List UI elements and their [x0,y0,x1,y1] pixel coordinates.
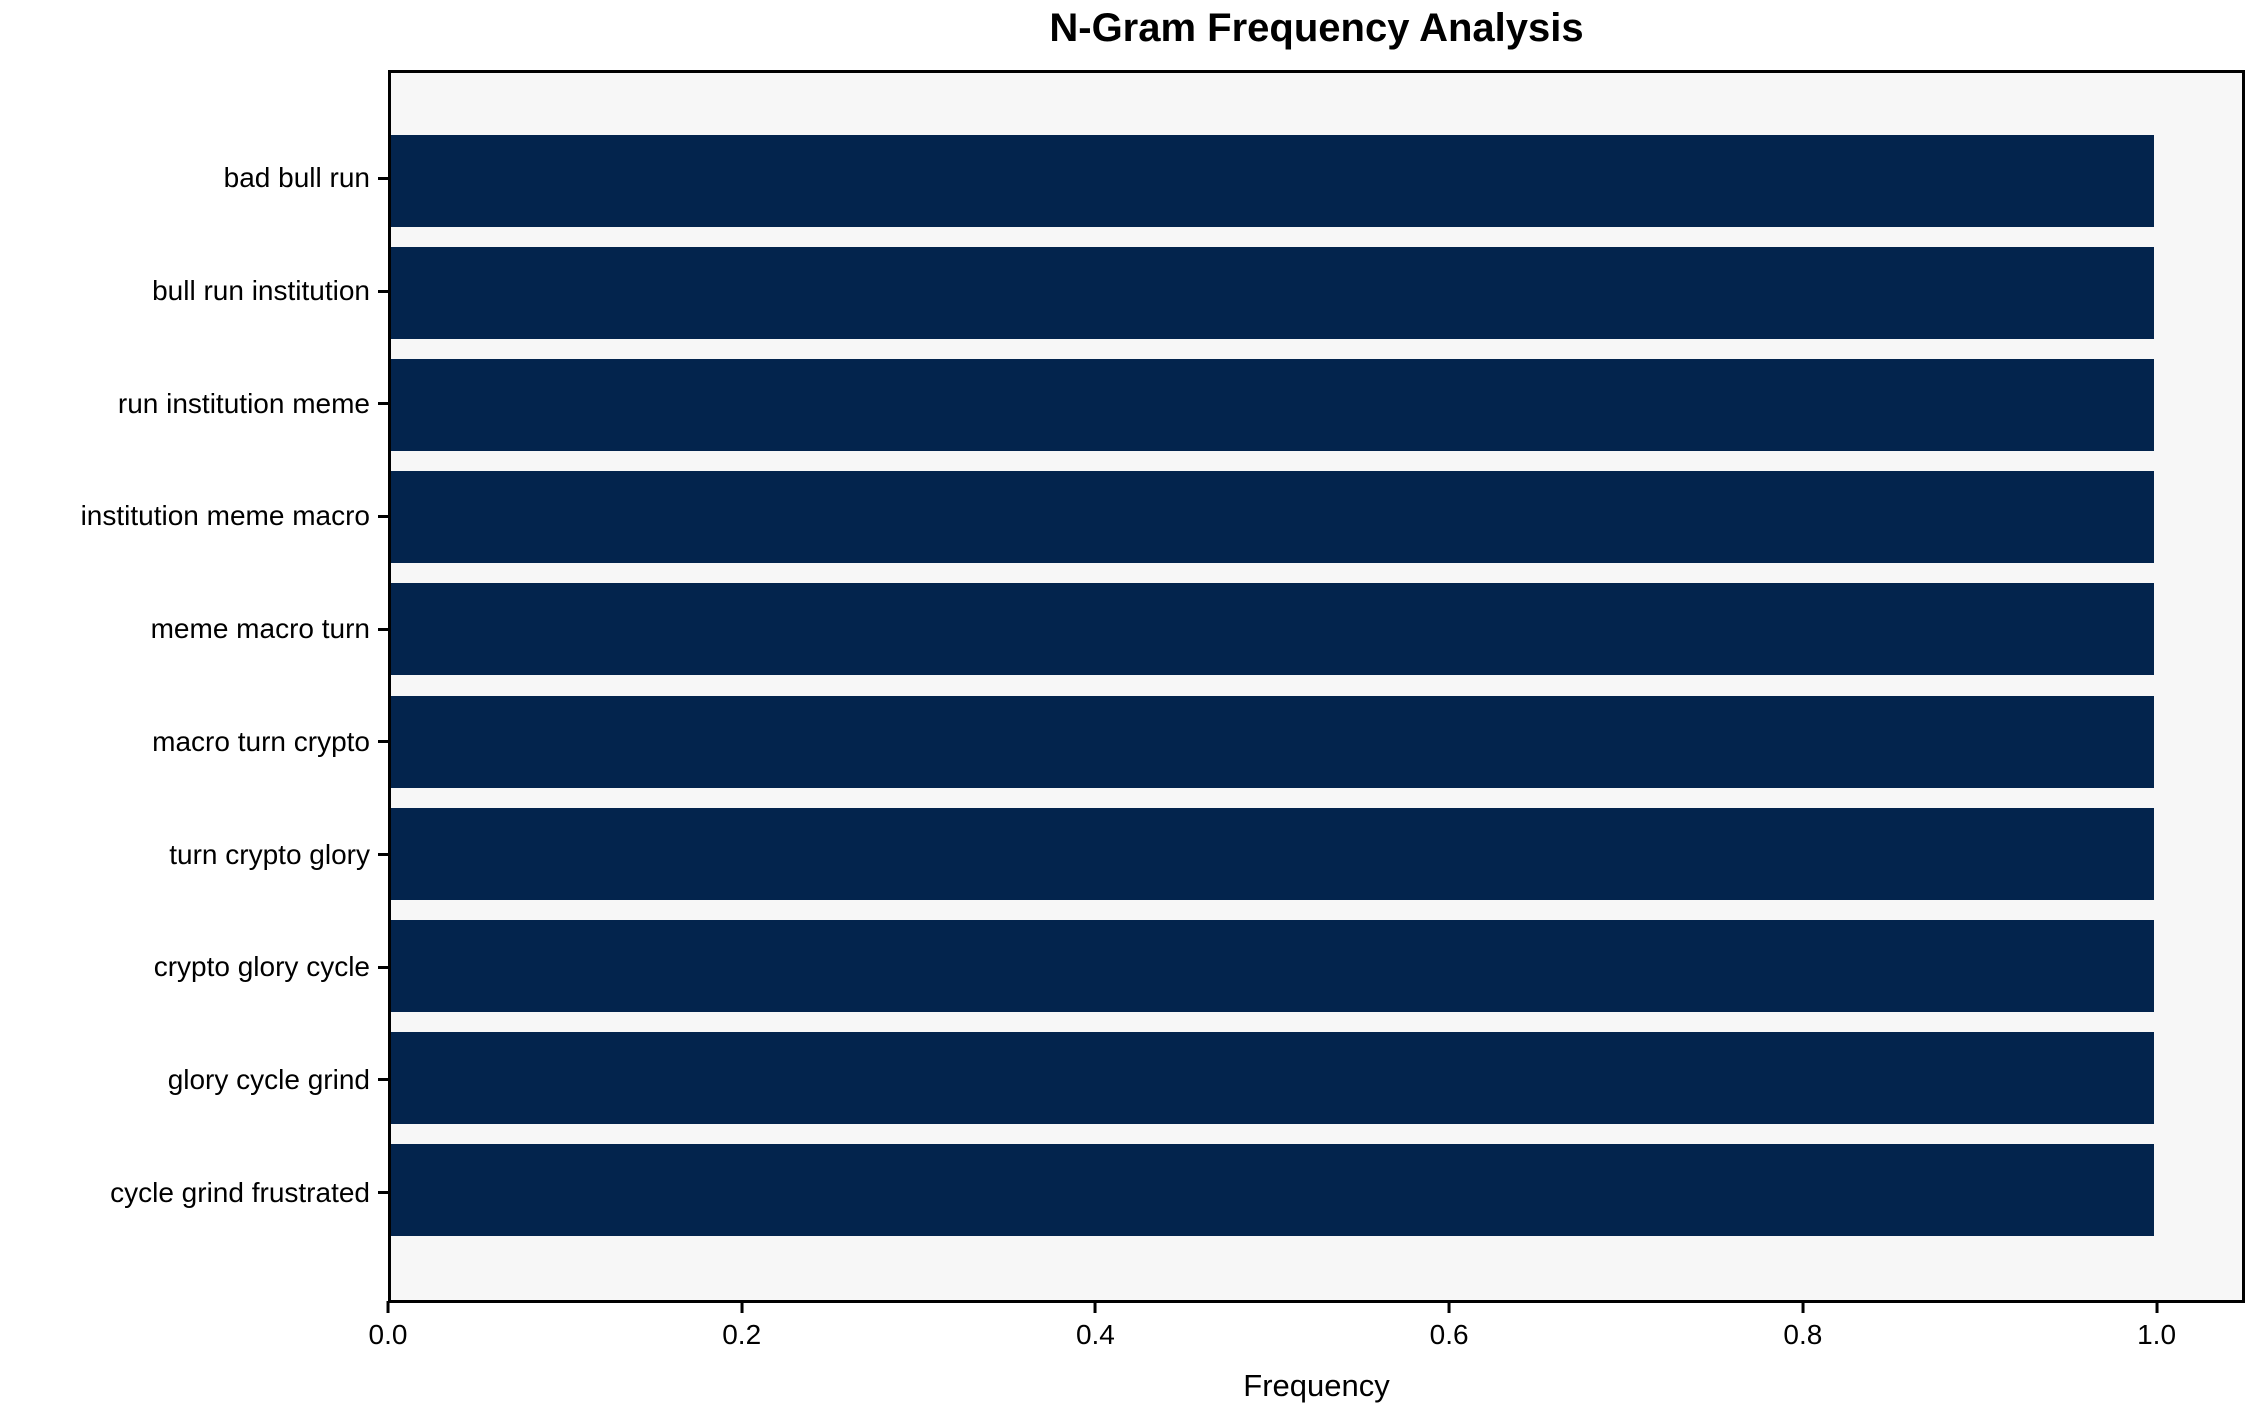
y-tick-label: macro turn crypto [152,725,370,757]
x-tick-mark [740,1301,744,1313]
y-tick-mark [378,514,388,518]
y-tick-mark [378,740,388,744]
plot-area [388,70,2245,1303]
y-tick-mark [378,289,388,293]
bar-row [391,573,2242,685]
bar [391,807,2154,900]
bar-row [391,910,2242,1022]
x-tick-label: 0.6 [1429,1319,1469,1350]
x-tick-label: 0.0 [368,1319,408,1350]
y-tick-mark [378,627,388,631]
y-tick-mark [378,1191,388,1195]
x-tick-label: 0.8 [1783,1319,1823,1350]
bar [391,1143,2154,1236]
bar-row [391,1022,2242,1134]
x-tick-mark [2155,1301,2159,1313]
y-tick-label: cycle grind frustrated [110,1176,370,1208]
x-tick-mark [1801,1301,1805,1313]
x-axis-label: Frequency [1243,1368,1390,1403]
bar-row [391,1134,2242,1246]
y-tick-mark [378,965,388,969]
bar-row [391,125,2242,237]
x-tick: 0.2 [722,1301,761,1351]
y-tick-label: bull run institution [152,275,370,307]
x-tick-mark [1093,1301,1097,1313]
bar-row [391,237,2242,349]
y-tick-mark [378,176,388,180]
x-tick: 0.4 [1076,1301,1115,1351]
y-tick-label: glory cycle grind [167,1063,370,1095]
bar [391,919,2154,1012]
y-tick-label: institution meme macro [80,500,370,532]
x-tick: 0.0 [368,1301,408,1351]
y-tick-row: macro turn crypto [0,686,388,799]
x-tick: 0.8 [1783,1301,1822,1351]
y-tick-row: glory cycle grind [0,1024,388,1137]
y-tick-row: institution meme macro [0,460,388,573]
y-tick-row: cycle grind frustrated [0,1136,388,1249]
x-tick: 1.0 [2137,1301,2176,1351]
chart-title: N-Gram Frequency Analysis [1049,6,1584,50]
bar-row [391,349,2242,461]
y-tick-row: bull run institution [0,235,388,348]
y-tick-row: turn crypto glory [0,798,388,911]
bar [391,1031,2154,1124]
x-tick-label: 0.2 [722,1319,762,1350]
x-tick-label: 1.0 [2137,1319,2177,1350]
y-tick-row: run institution meme [0,347,388,460]
y-tick-row: crypto glory cycle [0,911,388,1024]
y-tick-label: bad bull run [223,162,370,194]
y-tick-mark [378,1078,388,1082]
x-tick-mark [386,1301,390,1313]
bar [391,247,2154,340]
x-tick: 0.6 [1430,1301,1469,1351]
bar [391,583,2154,676]
y-axis-labels: bad bull run bull run institution run inst… [0,70,388,1303]
y-tick-row: bad bull run [0,122,388,235]
bar-row [391,685,2242,797]
bar [391,471,2154,564]
y-tick-label: meme macro turn [150,613,370,645]
bar-row [391,461,2242,573]
bar [391,359,2154,452]
y-tick-mark [378,853,388,857]
y-tick-label: crypto glory cycle [153,951,370,983]
x-axis-ticks: 0.0 0.2 0.4 0.6 0.8 1.0 [369,1301,2245,1371]
bar [391,135,2154,228]
bar [391,695,2154,788]
y-tick-mark [378,402,388,406]
y-tick-label: run institution meme [117,387,370,419]
bar-row [391,798,2242,910]
bars-area [391,73,2242,1300]
x-tick-mark [1447,1301,1451,1313]
y-tick-row: meme macro turn [0,573,388,686]
x-tick-label: 0.4 [1075,1319,1115,1350]
y-tick-label: turn crypto glory [169,838,370,870]
